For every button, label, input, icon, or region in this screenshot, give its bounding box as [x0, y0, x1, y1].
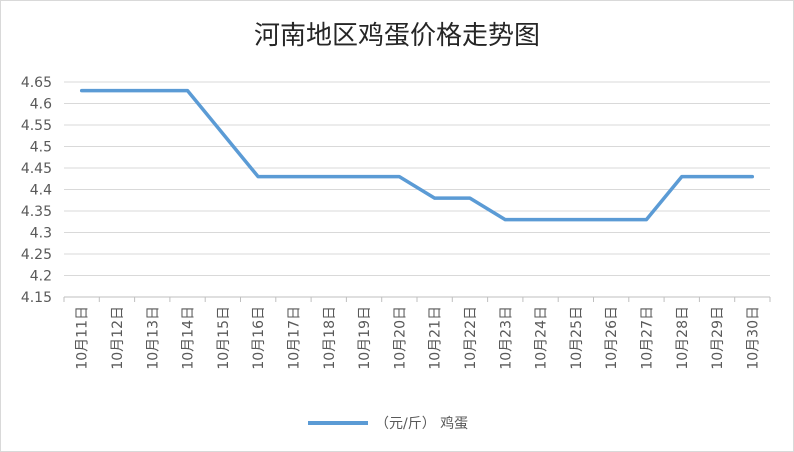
- x-tick-label: 10月20日: [392, 306, 408, 370]
- x-tick-label: 10月25日: [569, 306, 585, 370]
- y-tick-label: 4.5: [30, 140, 52, 156]
- chart-title: 河南地区鸡蛋价格走势图: [254, 21, 540, 51]
- grid-lines: [64, 81, 770, 298]
- x-tick-label: 10月29日: [710, 306, 726, 370]
- x-tick-label: 10月13日: [145, 306, 161, 370]
- x-tick-label: 10月19日: [357, 306, 373, 370]
- y-tick-label: 4.25: [21, 247, 52, 263]
- x-tick-label: 10月23日: [498, 306, 514, 370]
- y-tick-label: 4.2: [30, 269, 52, 285]
- y-tick-label: 4.6: [30, 97, 52, 113]
- y-tick-label: 4.45: [21, 161, 52, 177]
- x-tick-label: 10月27日: [639, 306, 655, 370]
- x-tick-label: 10月24日: [534, 306, 550, 370]
- y-axis-ticks: 4.15 4.2 4.25 4.3 4.35 4.4 4.45 4.5 4.55 4.6 4.65: [21, 75, 52, 306]
- x-tick-label: 10月14日: [181, 306, 197, 370]
- y-tick-label: 4.4: [30, 183, 52, 199]
- legend-label: （元/斤） 鸡蛋: [375, 415, 468, 432]
- x-tick-label: 10月22日: [463, 306, 479, 370]
- series-lines: [79, 88, 755, 222]
- x-tick-label: 10月17日: [286, 306, 302, 370]
- x-axis-ticks: 10月11日 10月12日 10月13日 10月14日 10月15日 10月16日 10月1…: [63, 297, 771, 370]
- x-tick-label: 10月16日: [251, 306, 267, 370]
- x-tick-label: 10月12日: [110, 306, 126, 370]
- x-tick-label: 10月21日: [428, 306, 444, 370]
- y-tick-label: 4.15: [21, 290, 52, 306]
- x-tick-label: 10月11日: [75, 306, 91, 370]
- y-tick-label: 4.35: [21, 204, 52, 220]
- series-line: [79, 88, 755, 222]
- x-tick-label: 10月26日: [604, 306, 620, 370]
- legend: （元/斤） 鸡蛋: [308, 415, 468, 432]
- x-tick-label: 10月30日: [745, 306, 761, 370]
- y-tick-label: 4.55: [21, 118, 52, 134]
- y-tick-label: 4.3: [30, 226, 52, 242]
- x-tick-label: 10月18日: [322, 306, 338, 370]
- y-tick-label: 4.65: [21, 75, 52, 91]
- x-tick-label: 10月15日: [216, 306, 232, 370]
- x-tick-label: 10月28日: [675, 306, 691, 370]
